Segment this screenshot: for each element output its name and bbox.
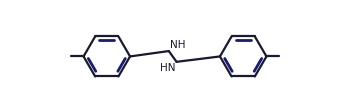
Text: HN: HN: [160, 63, 176, 73]
Text: NH: NH: [170, 40, 186, 50]
